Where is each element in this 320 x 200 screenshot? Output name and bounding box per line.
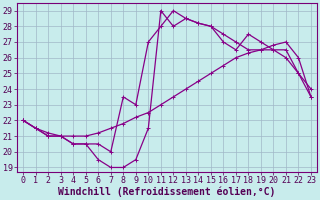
X-axis label: Windchill (Refroidissement éolien,°C): Windchill (Refroidissement éolien,°C)	[58, 187, 276, 197]
